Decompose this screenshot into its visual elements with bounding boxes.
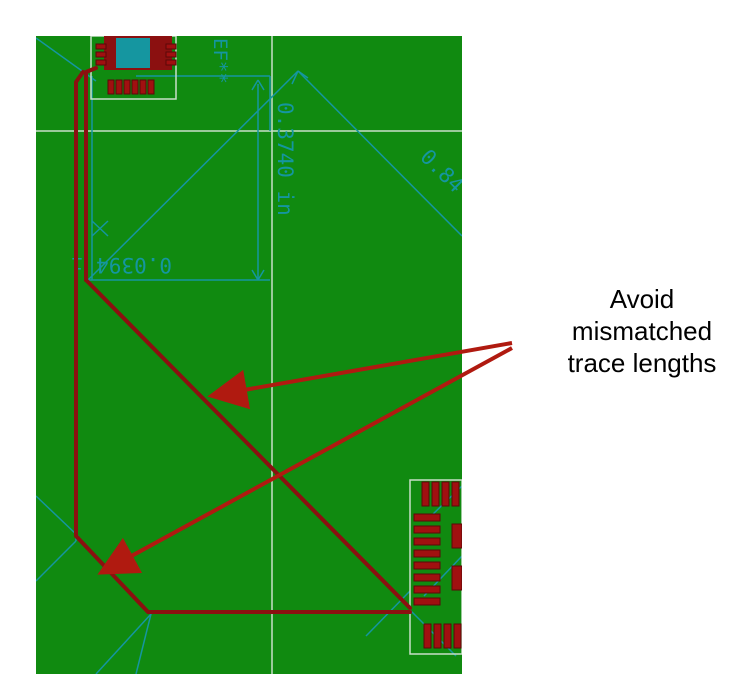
annotation-line-2: mismatched <box>571 316 713 346</box>
annotation-line-3: trace lengths <box>567 348 717 378</box>
dimension-label-vertical: 0.3740 in <box>273 102 297 216</box>
trace-short-route <box>84 278 412 610</box>
trace-diagonal <box>84 66 98 282</box>
component-top <box>90 36 177 100</box>
trace-long-route <box>74 70 412 614</box>
annotation-callout: Avoid mismatched trace lengths <box>556 283 728 379</box>
arrow-to-corner-trace <box>97 346 513 575</box>
refdes-label: EF** <box>209 38 231 84</box>
annotation-line-1: Avoid <box>609 284 675 314</box>
traces <box>74 66 412 614</box>
component-bottom-right <box>409 479 462 655</box>
arrow-to-diagonal-trace <box>207 341 513 410</box>
